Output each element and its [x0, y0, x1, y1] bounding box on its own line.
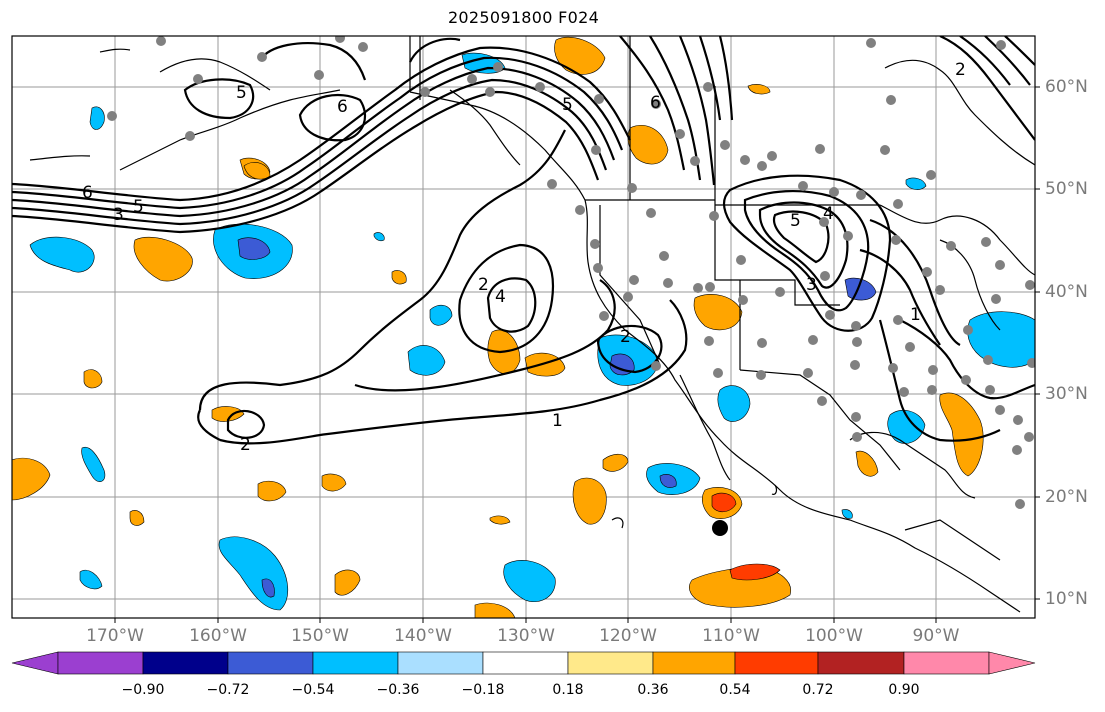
- storm-center-marker: [712, 520, 728, 536]
- lat-label: 20°N: [1045, 487, 1088, 507]
- contour-labels: 6 3 5 5 6 6 5 2 4 2 2 1 5 4 3 1 2: [82, 60, 966, 455]
- contour-label: 1: [910, 305, 921, 325]
- contour-label: 6: [337, 97, 348, 117]
- colorbar-tick-label: −0.36: [376, 682, 420, 698]
- lon-label: 100°W: [805, 626, 863, 646]
- contour-label: 3: [113, 205, 124, 225]
- contour-label: 6: [650, 93, 661, 113]
- lat-label: 30°N: [1045, 384, 1088, 404]
- contour-label: 6: [82, 183, 93, 203]
- plot-title: 2025091800 F024: [447, 8, 600, 27]
- colorbar-extend-low: [11, 651, 59, 675]
- lat-label: 10°N: [1045, 589, 1088, 609]
- colorbar: [11, 651, 1036, 675]
- colorbar-tick-label: 0.18: [552, 682, 584, 698]
- colorbar-tick-label: −0.72: [206, 682, 250, 698]
- lon-label: 140°W: [394, 626, 452, 646]
- contour-label: 2: [955, 60, 966, 80]
- lat-label: 50°N: [1045, 179, 1088, 199]
- lon-label: 90°W: [912, 626, 960, 646]
- lon-label: 150°W: [291, 626, 349, 646]
- contour-label: 5: [562, 95, 573, 115]
- contour-label: 4: [495, 287, 506, 307]
- contour-label: 5: [236, 83, 247, 103]
- lon-label: 130°W: [497, 626, 555, 646]
- coastlines: [29, 36, 1035, 613]
- contour-label: 4: [823, 204, 834, 224]
- lat-label: 60°N: [1045, 77, 1088, 97]
- contours: [12, 36, 1035, 445]
- contour-label: 1: [552, 411, 563, 431]
- lon-label: 110°W: [702, 626, 760, 646]
- colorbar-tick-label: −0.54: [291, 682, 335, 698]
- lat-label: 40°N: [1045, 282, 1088, 302]
- map-frame: [11, 35, 1036, 619]
- contour-label: 2: [478, 275, 489, 295]
- colorbar-tick-label: 0.36: [637, 682, 669, 698]
- colorbar-tick-label: −0.90: [121, 682, 165, 698]
- contour-label: 5: [790, 211, 801, 231]
- lon-label: 120°W: [599, 626, 657, 646]
- contour-label: 2: [240, 435, 251, 455]
- anomaly-fills: [12, 36, 1035, 618]
- contour-label: 3: [806, 275, 817, 295]
- lon-label: 170°W: [86, 626, 144, 646]
- colorbar-tick-label: 0.72: [802, 682, 834, 698]
- colorbar-tick-label: −0.18: [461, 682, 505, 698]
- station-dots: [107, 36, 1035, 509]
- colorbar-tick-label: 0.90: [888, 682, 920, 698]
- lon-label: 160°W: [189, 626, 247, 646]
- contour-label: 5: [133, 197, 144, 217]
- colorbar-tick-label: 0.54: [719, 682, 751, 698]
- contour-label: 2: [620, 327, 631, 347]
- colorbar-extend-high: [988, 651, 1036, 675]
